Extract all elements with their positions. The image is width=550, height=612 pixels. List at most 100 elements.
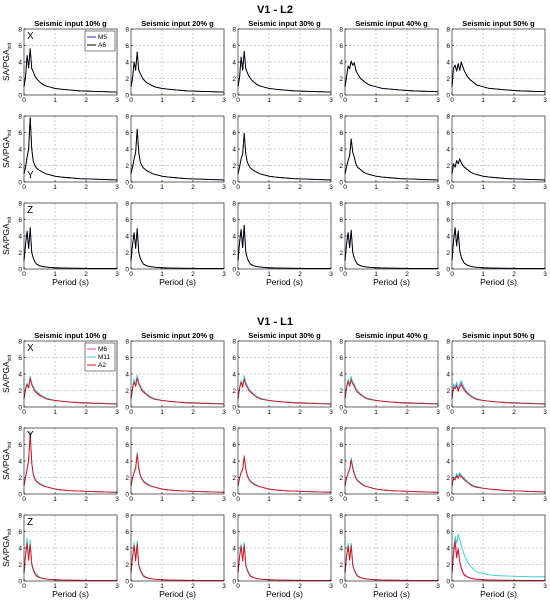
y-tick-label: 2 xyxy=(339,76,343,83)
x-tick-label: 3 xyxy=(115,583,119,590)
y-tick-label: 8 xyxy=(18,338,22,345)
panel-1-X-2: 0 1 2 3 0 2 4 6 8 xyxy=(232,338,333,416)
panel-0-X-3: 0 1 2 3 0 2 4 6 8 xyxy=(339,26,440,104)
x-tick-label: 3 xyxy=(436,583,440,590)
y-tick-label: 0 xyxy=(18,92,22,99)
y-tick-label: 4 xyxy=(125,59,129,66)
column-title: Seismic input 50% g xyxy=(462,331,535,340)
y-tick-label: 6 xyxy=(125,529,129,536)
y-tick-label: 4 xyxy=(18,545,22,552)
series-line-A2 xyxy=(130,543,225,582)
x-tick-label: 0 xyxy=(450,583,454,590)
y-tick-label: 2 xyxy=(125,562,129,569)
x-tick-label: 3 xyxy=(222,496,226,503)
panel-1-X-3: 0 1 2 3 0 2 4 6 8 xyxy=(339,338,440,416)
series-line-A2 xyxy=(23,433,118,493)
series-line-A2 xyxy=(237,378,332,405)
y-tick-label: 0 xyxy=(339,404,343,411)
y-tick-label: 4 xyxy=(125,371,129,378)
y-tick-label: 8 xyxy=(232,338,236,345)
y-tick-label: 4 xyxy=(339,545,343,552)
panel-1-Y-0: 0 1 2 3 0 2 4 6 8Y xyxy=(18,425,119,503)
y-tick-label: 8 xyxy=(125,26,129,33)
x-tick-label: 1 xyxy=(53,409,57,416)
y-tick-label: 0 xyxy=(446,404,450,411)
y-axis-label: SA/PGAinit xyxy=(1,528,13,567)
y-tick-label: 4 xyxy=(125,146,129,153)
x-axis-label: Period (s) xyxy=(373,277,410,287)
y-tick-label: 8 xyxy=(339,425,343,432)
x-tick-label: 3 xyxy=(222,97,226,104)
panel-0-X-4: 0 1 2 3 0 2 4 6 8 xyxy=(446,26,547,104)
x-tick-label: 3 xyxy=(329,583,333,590)
y-axis-label-main: SA/PGA xyxy=(1,136,11,168)
x-tick-label: 1 xyxy=(267,583,271,590)
x-tick-label: 2 xyxy=(512,583,516,590)
x-axis-label: Period (s) xyxy=(52,589,89,599)
y-tick-label: 4 xyxy=(339,458,343,465)
x-tick-label: 0 xyxy=(343,496,347,503)
x-tick-label: 2 xyxy=(405,184,409,191)
y-tick-label: 0 xyxy=(125,266,129,273)
y-tick-label: 6 xyxy=(125,43,129,50)
y-tick-label: 8 xyxy=(339,338,343,345)
panel-1-Z-0: 0 1 2 3 0 2 4 6 8Z Period (s) xyxy=(18,512,119,599)
panel-1-X-4: 0 1 2 3 0 2 4 6 8 xyxy=(446,338,547,416)
series-line-M11 xyxy=(451,533,545,578)
column-title: Seismic input 50% g xyxy=(462,19,535,28)
x-tick-label: 0 xyxy=(343,583,347,590)
y-tick-label: 6 xyxy=(339,442,343,449)
y-tick-label: 6 xyxy=(18,43,22,50)
x-tick-label: 1 xyxy=(160,184,164,191)
y-tick-label: 6 xyxy=(125,355,129,362)
panel-1-Y-3: 0 1 2 3 0 2 4 6 8 xyxy=(339,425,440,503)
panel-0-Y-3: 0 1 2 3 0 2 4 6 8 xyxy=(339,113,440,191)
x-tick-label: 1 xyxy=(267,184,271,191)
x-tick-label: 3 xyxy=(329,97,333,104)
series-line-A2 xyxy=(451,540,546,582)
series-line-A2 xyxy=(451,474,546,493)
x-tick-label: 3 xyxy=(543,97,547,104)
panel-0-Y-2: 0 1 2 3 0 2 4 6 8 xyxy=(232,113,333,191)
x-axis-label: Period (s) xyxy=(480,589,517,599)
x-axis-label: Period (s) xyxy=(159,277,196,287)
x-tick-label: 2 xyxy=(298,184,302,191)
x-tick-label: 0 xyxy=(22,409,26,416)
y-tick-label: 4 xyxy=(18,146,22,153)
y-tick-label: 6 xyxy=(18,442,22,449)
y-axis-label-sub: init xyxy=(7,354,13,361)
x-tick-label: 2 xyxy=(298,496,302,503)
x-tick-label: 3 xyxy=(543,271,547,278)
series-line-A6 xyxy=(23,227,118,270)
y-tick-label: 6 xyxy=(446,130,450,137)
y-tick-label: 8 xyxy=(446,425,450,432)
x-tick-label: 0 xyxy=(236,409,240,416)
y-axis-label: SA/PGAinit xyxy=(1,129,13,168)
y-axis-label: SA/PGAinit xyxy=(1,216,13,255)
x-tick-label: 2 xyxy=(512,271,516,278)
panel-0-Z-4: 0 1 2 3 0 2 4 6 8 Period (s) xyxy=(446,200,547,287)
y-tick-label: 4 xyxy=(232,371,236,378)
x-axis-label: Period (s) xyxy=(52,277,89,287)
x-tick-label: 1 xyxy=(160,271,164,278)
x-tick-label: 2 xyxy=(512,97,516,104)
column-title: Seismic input 10% g xyxy=(34,19,107,28)
x-tick-label: 3 xyxy=(222,409,226,416)
y-tick-label: 4 xyxy=(18,59,22,66)
y-tick-label: 2 xyxy=(125,76,129,83)
x-tick-label: 1 xyxy=(481,97,485,104)
series-line-A6 xyxy=(23,48,118,93)
x-tick-label: 1 xyxy=(53,583,57,590)
y-tick-label: 2 xyxy=(232,76,236,83)
y-tick-label: 8 xyxy=(18,200,22,207)
y-tick-label: 0 xyxy=(232,92,236,99)
y-tick-label: 2 xyxy=(339,562,343,569)
series-line-A2 xyxy=(344,459,439,493)
series-line-A6 xyxy=(344,60,439,93)
x-tick-label: 0 xyxy=(129,409,133,416)
x-tick-label: 0 xyxy=(236,583,240,590)
x-tick-label: 2 xyxy=(191,271,195,278)
x-tick-label: 0 xyxy=(236,271,240,278)
x-tick-label: 2 xyxy=(84,97,88,104)
